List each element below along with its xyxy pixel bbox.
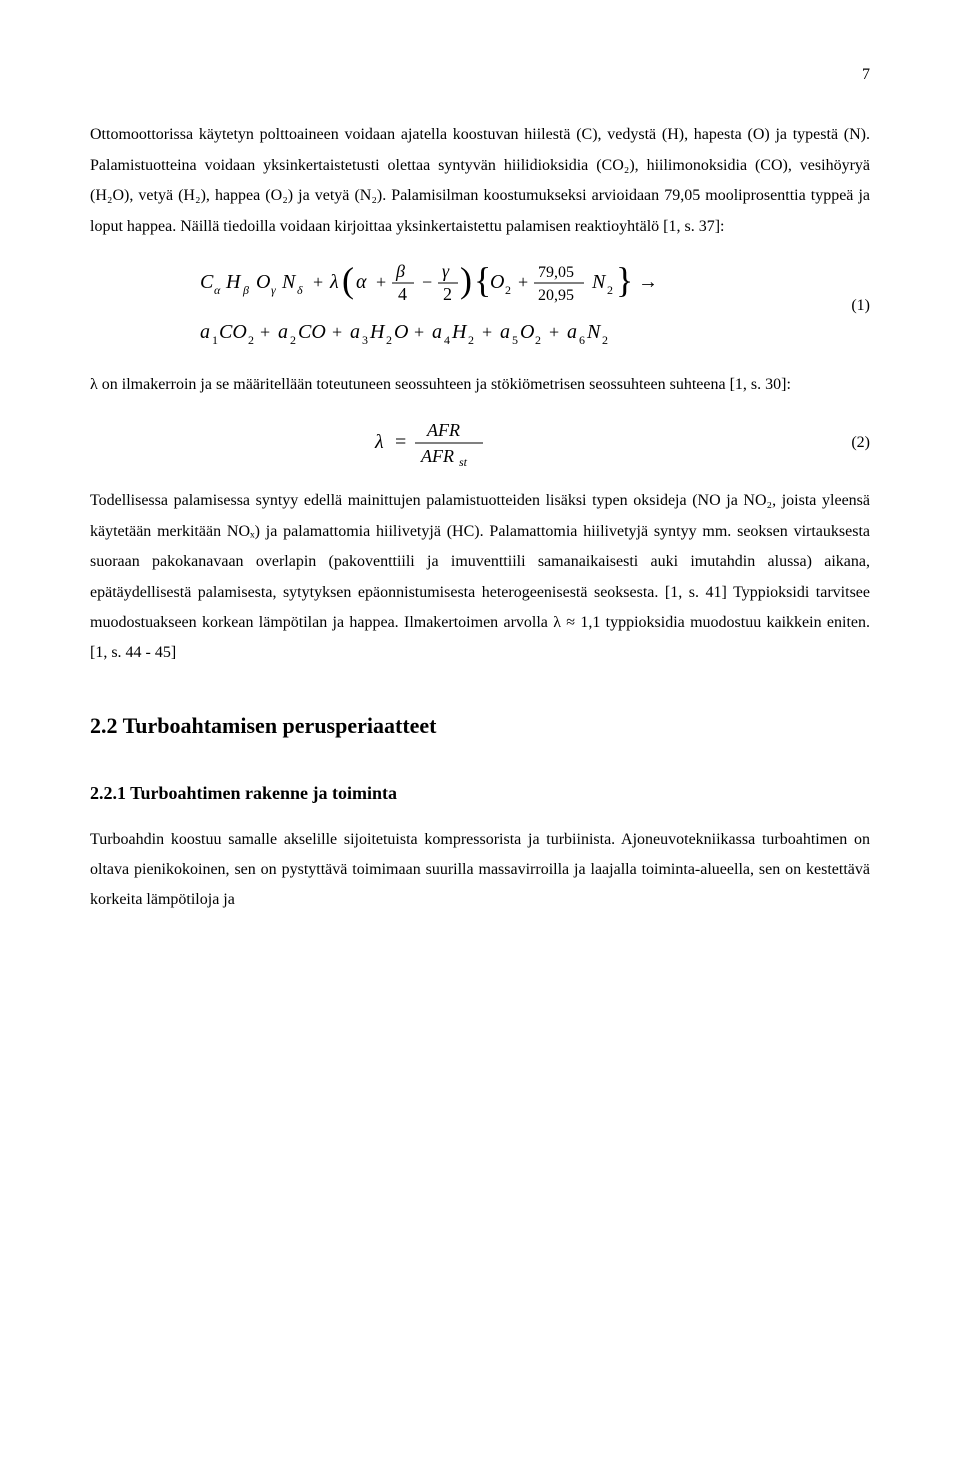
svg-text:γ: γ	[442, 261, 450, 281]
svg-text:N: N	[591, 271, 607, 293]
svg-text:O: O	[520, 321, 534, 343]
svg-text:CO: CO	[219, 321, 247, 343]
svg-text:AFR: AFR	[426, 420, 460, 440]
svg-text:N: N	[586, 321, 602, 343]
svg-text:+: +	[332, 322, 342, 342]
svg-text:O: O	[394, 321, 408, 343]
svg-text:}: }	[616, 260, 633, 300]
paragraph-4: Turboahdin koostuu samalle akselille sij…	[90, 825, 870, 916]
svg-text:4: 4	[444, 333, 450, 347]
svg-text:a: a	[278, 321, 288, 343]
equation-2: λ = AFR AFR st (2)	[90, 418, 870, 468]
svg-text:20,95: 20,95	[538, 287, 574, 304]
svg-text:δ: δ	[297, 283, 303, 297]
svg-text:α: α	[214, 283, 221, 297]
svg-text:2: 2	[505, 283, 511, 297]
svg-text:H: H	[225, 271, 242, 293]
svg-text:H: H	[451, 321, 468, 343]
svg-text:α: α	[356, 271, 367, 293]
equation-1: C α H β O γ N δ + λ ( α + β 4 −	[90, 260, 870, 352]
svg-text:λ: λ	[329, 271, 339, 293]
svg-text:→: →	[638, 271, 658, 293]
svg-text:st: st	[459, 455, 468, 469]
heading-2-2: 2.2 Turboahtamisen perusperiaatteet	[90, 705, 870, 747]
svg-text:β: β	[395, 261, 405, 281]
svg-text:2: 2	[607, 283, 613, 297]
svg-text:λ: λ	[374, 431, 384, 453]
svg-text:O: O	[490, 271, 504, 293]
svg-text:γ: γ	[271, 283, 276, 297]
svg-text:79,05: 79,05	[538, 264, 574, 281]
svg-text:N: N	[281, 271, 297, 293]
equation-2-body: λ = AFR AFR st	[90, 418, 830, 468]
svg-text:β: β	[242, 283, 249, 297]
svg-text:a: a	[200, 321, 210, 343]
svg-text:1: 1	[212, 333, 218, 347]
equation-1-svg: C α H β O γ N δ + λ ( α + β 4 −	[200, 260, 720, 352]
svg-text:+: +	[376, 272, 386, 292]
svg-text:C: C	[200, 271, 214, 293]
svg-text:O: O	[256, 271, 270, 293]
svg-text:5: 5	[512, 333, 518, 347]
svg-text:2: 2	[248, 333, 254, 347]
heading-2-2-1: 2.2.1 Turboahtimen rakenne ja toiminta	[90, 776, 870, 810]
svg-text:CO: CO	[298, 321, 326, 343]
equation-2-svg: λ = AFR AFR st	[375, 418, 545, 468]
svg-text:6: 6	[579, 333, 585, 347]
svg-text:{: {	[474, 260, 491, 300]
svg-text:H: H	[369, 321, 386, 343]
svg-text:(: (	[342, 260, 354, 300]
svg-text:−: −	[422, 272, 432, 292]
svg-text:+: +	[482, 322, 492, 342]
svg-text:2: 2	[386, 333, 392, 347]
paragraph-3: Todellisessa palamisessa syntyy edellä m…	[90, 486, 870, 668]
paragraph-2: λ on ilmakerroin ja se määritellään tote…	[90, 370, 870, 400]
svg-text:): )	[460, 260, 472, 300]
svg-text:+: +	[260, 322, 270, 342]
svg-text:3: 3	[362, 333, 368, 347]
svg-text:AFR: AFR	[420, 446, 454, 466]
svg-text:a: a	[350, 321, 360, 343]
equation-1-body: C α H β O γ N δ + λ ( α + β 4 −	[90, 260, 830, 352]
page-number: 7	[90, 60, 870, 90]
svg-text:+: +	[313, 272, 323, 292]
svg-text:a: a	[432, 321, 442, 343]
equation-1-number: (1)	[830, 291, 870, 321]
svg-text:2: 2	[468, 333, 474, 347]
svg-text:+: +	[414, 322, 424, 342]
svg-text:2: 2	[443, 284, 452, 304]
svg-text:a: a	[567, 321, 577, 343]
svg-text:a: a	[500, 321, 510, 343]
svg-text:+: +	[549, 322, 559, 342]
svg-text:+: +	[518, 272, 528, 292]
svg-text:=: =	[395, 431, 406, 453]
svg-text:4: 4	[398, 284, 407, 304]
svg-text:2: 2	[602, 333, 608, 347]
paragraph-1: Ottomoottorissa käytetyn polttoaineen vo…	[90, 120, 870, 242]
equation-2-number: (2)	[830, 428, 870, 458]
svg-text:2: 2	[290, 333, 296, 347]
svg-text:2: 2	[535, 333, 541, 347]
